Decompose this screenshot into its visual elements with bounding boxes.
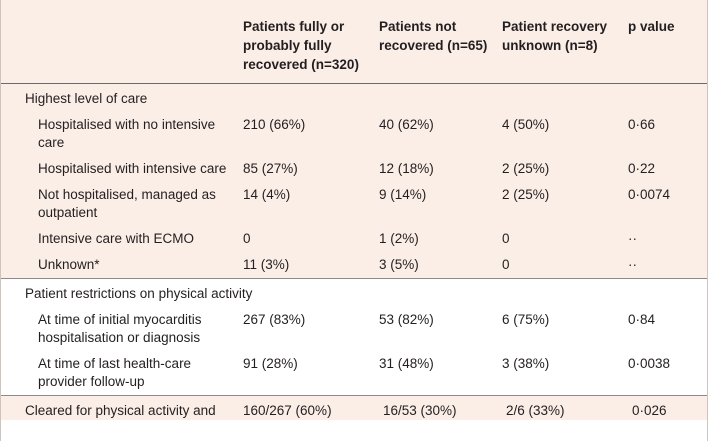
row-label: Hospitalised with no intensive care: [1, 112, 239, 156]
cell-p-value: 0·0074: [628, 182, 707, 226]
recovery-table: Patients fully or probably fully recover…: [1, 0, 707, 420]
row-label: At time of last health-care provider fol…: [1, 351, 239, 396]
table-row: Hospitalised with no intensive care 210 …: [1, 112, 707, 156]
left-rule: [0, 0, 1, 441]
table-row: Hospitalised with intensive care 85 (27%…: [1, 156, 707, 182]
cell-p-value: ··: [628, 226, 707, 252]
cell-unknown: 4 (50%): [502, 112, 628, 156]
cell-p-value: 0·026: [628, 395, 707, 420]
row-label: Hospitalised with intensive care: [1, 156, 239, 182]
cell-p-value: 0·84: [628, 307, 707, 351]
table-row: At time of initial myocarditis hospitali…: [1, 307, 707, 351]
cell-unknown: 2/6 (33%): [502, 395, 628, 420]
group-label: Patient restrictions on physical activit…: [1, 278, 707, 307]
cell-recovered: 0: [239, 226, 379, 252]
cell-not-recovered: 12 (18%): [379, 156, 502, 182]
header-blank: [1, 0, 239, 84]
header-not-recovered: Patients not recovered (n=65): [379, 0, 502, 84]
cell-p-value: 0·22: [628, 156, 707, 182]
row-label: Intensive care with ECMO: [1, 226, 239, 252]
table-row: Not hospitalised, managed as outpatient …: [1, 182, 707, 226]
table-row: Cleared for physical activity and 160/26…: [1, 395, 707, 420]
group-label: Highest level of care: [1, 83, 707, 112]
cell-unknown: 3 (38%): [502, 351, 628, 396]
cell-recovered: 11 (3%): [239, 252, 379, 279]
cell-p-value: ··: [628, 252, 707, 279]
cell-not-recovered: 16/53 (30%): [379, 395, 502, 420]
header-unknown: Patient recovery unknown (n=8): [502, 0, 628, 84]
cell-unknown: 0: [502, 226, 628, 252]
cell-not-recovered: 40 (62%): [379, 112, 502, 156]
cell-p-value: 0·0038: [628, 351, 707, 396]
cell-not-recovered: 3 (5%): [379, 252, 502, 279]
cell-unknown: 2 (25%): [502, 156, 628, 182]
cell-unknown: 0: [502, 252, 628, 279]
cell-unknown: 6 (75%): [502, 307, 628, 351]
row-label: Cleared for physical activity and: [1, 395, 239, 420]
table-row: At time of last health-care provider fol…: [1, 351, 707, 396]
cell-not-recovered: 53 (82%): [379, 307, 502, 351]
cell-recovered: 160/267 (60%): [239, 395, 379, 420]
cell-recovered: 91 (28%): [239, 351, 379, 396]
cell-recovered: 267 (83%): [239, 307, 379, 351]
header-p-value: p value: [628, 0, 707, 84]
cell-recovered: 210 (66%): [239, 112, 379, 156]
cell-not-recovered: 31 (48%): [379, 351, 502, 396]
cell-unknown: 2 (25%): [502, 182, 628, 226]
cell-not-recovered: 9 (14%): [379, 182, 502, 226]
cell-p-value: 0·66: [628, 112, 707, 156]
row-label: Unknown*: [1, 252, 239, 279]
header-row: Patients fully or probably fully recover…: [1, 0, 707, 84]
row-label: Not hospitalised, managed as outpatient: [1, 182, 239, 226]
cell-recovered: 14 (4%): [239, 182, 379, 226]
table-row: Intensive care with ECMO 0 1 (2%) 0 ··: [1, 226, 707, 252]
group-row-restrictions: Patient restrictions on physical activit…: [1, 278, 707, 307]
cell-not-recovered: 1 (2%): [379, 226, 502, 252]
cell-recovered: 85 (27%): [239, 156, 379, 182]
table-row: Unknown* 11 (3%) 3 (5%) 0 ··: [1, 252, 707, 279]
header-recovered: Patients fully or probably fully recover…: [239, 0, 379, 84]
group-row-care-level: Highest level of care: [1, 83, 707, 112]
row-label: At time of initial myocarditis hospitali…: [1, 307, 239, 351]
